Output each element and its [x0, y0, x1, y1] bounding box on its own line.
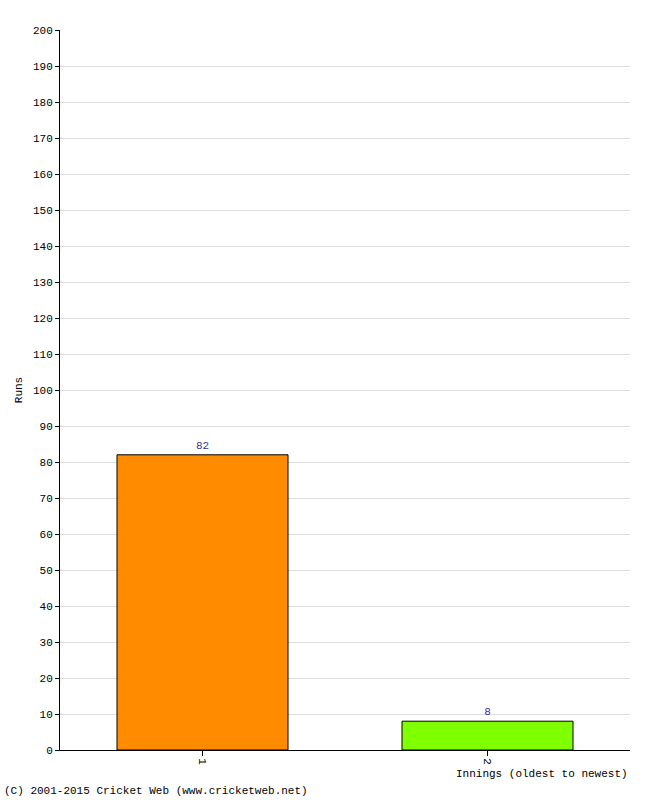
svg-text:30: 30 [40, 637, 53, 649]
svg-text:60: 60 [40, 529, 53, 541]
svg-text:150: 150 [33, 205, 53, 217]
svg-text:40: 40 [40, 601, 53, 613]
svg-text:120: 120 [33, 313, 53, 325]
svg-text:1: 1 [196, 758, 208, 765]
svg-text:Runs: Runs [13, 377, 25, 403]
svg-text:Innings (oldest to newest): Innings (oldest to newest) [456, 768, 628, 780]
svg-text:90: 90 [40, 421, 53, 433]
svg-text:0: 0 [46, 745, 53, 757]
svg-text:100: 100 [33, 385, 53, 397]
svg-text:190: 190 [33, 61, 53, 73]
svg-text:(C) 2001-2015 Cricket Web (www: (C) 2001-2015 Cricket Web (www.cricketwe… [4, 785, 308, 797]
svg-text:10: 10 [40, 709, 53, 721]
svg-text:8: 8 [484, 706, 491, 718]
svg-text:70: 70 [40, 493, 53, 505]
svg-text:140: 140 [33, 241, 53, 253]
svg-text:20: 20 [40, 673, 53, 685]
svg-text:2: 2 [481, 758, 493, 765]
svg-text:82: 82 [196, 440, 209, 452]
svg-text:200: 200 [33, 25, 53, 37]
svg-text:110: 110 [33, 349, 53, 361]
svg-text:160: 160 [33, 169, 53, 181]
svg-text:50: 50 [40, 565, 53, 577]
svg-text:170: 170 [33, 133, 53, 145]
svg-text:130: 130 [33, 277, 53, 289]
svg-text:80: 80 [40, 457, 53, 469]
svg-text:180: 180 [33, 97, 53, 109]
